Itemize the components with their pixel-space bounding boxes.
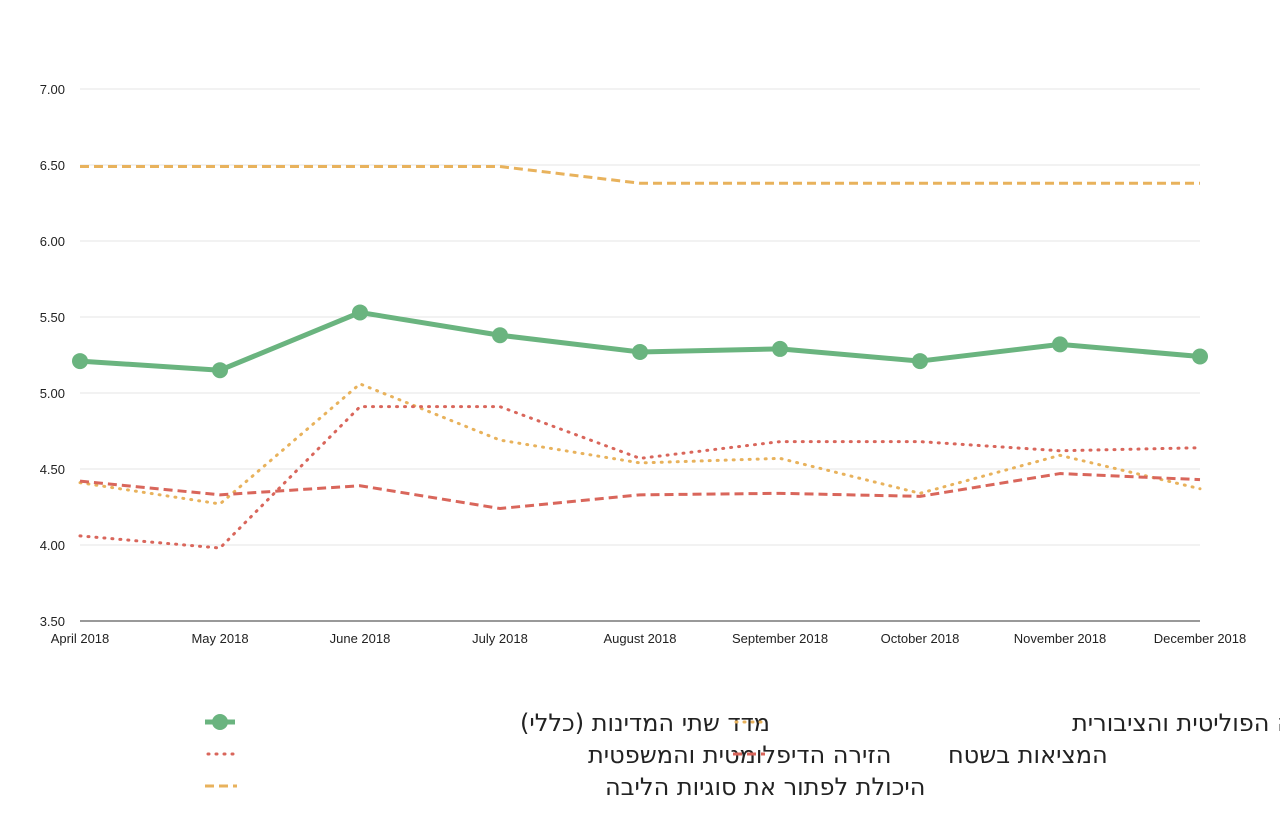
series-2 bbox=[78, 405, 1202, 550]
legend-item: המציאות בשטח bbox=[733, 741, 1108, 769]
data-point bbox=[212, 362, 228, 379]
y-tick-label: 5.00 bbox=[40, 386, 65, 401]
x-tick-label: July 2018 bbox=[472, 631, 528, 646]
legend-label: הזירה הפוליטית והציבורית bbox=[1072, 709, 1280, 737]
series-3 bbox=[79, 472, 1201, 511]
x-tick-label: August 2018 bbox=[603, 631, 676, 646]
legend-item: הזירה הפוליטית והציבורית bbox=[734, 709, 1280, 737]
y-tick-label: 5.50 bbox=[40, 310, 65, 325]
legend-item: היכולת לפתור את סוגיות הליבה bbox=[205, 773, 925, 801]
data-point bbox=[352, 304, 368, 321]
gridlines bbox=[80, 88, 1200, 546]
data-point bbox=[492, 327, 508, 344]
data-point bbox=[772, 340, 788, 357]
x-axis-tick-labels: April 2018 May 2018 June 2018 July 2018 Augu… bbox=[51, 631, 1247, 646]
series-line bbox=[78, 382, 1202, 506]
x-tick-label: December 2018 bbox=[1154, 631, 1247, 646]
series-1 bbox=[78, 382, 1202, 506]
data-point bbox=[632, 343, 648, 360]
x-tick-label: November 2018 bbox=[1014, 631, 1107, 646]
series-line bbox=[79, 472, 1201, 511]
x-tick-label: April 2018 bbox=[51, 631, 110, 646]
x-tick-label: October 2018 bbox=[881, 631, 960, 646]
legend-item: הזירה הדיפלומטית והמשפטית bbox=[206, 741, 891, 769]
data-point bbox=[1192, 348, 1208, 365]
data-point bbox=[1052, 336, 1068, 353]
series-lines bbox=[72, 165, 1208, 550]
y-axis-tick-labels: 3.50 4.00 4.50 5.00 5.50 6.00 6.50 7.00 bbox=[40, 82, 65, 629]
legend-item: מדד שתי המדינות (כללי) bbox=[205, 709, 770, 737]
legend: מדד שתי המדינות (כללי) הזירה הפוליטית והצ… bbox=[205, 709, 1280, 801]
legend-label: המציאות בשטח bbox=[948, 741, 1108, 769]
x-tick-label: June 2018 bbox=[330, 631, 391, 646]
x-tick-label: May 2018 bbox=[191, 631, 248, 646]
y-tick-label: 4.00 bbox=[40, 538, 65, 553]
legend-label: היכולת לפתור את סוגיות הליבה bbox=[605, 773, 925, 801]
series-line bbox=[80, 165, 1200, 185]
y-tick-label: 3.50 bbox=[40, 614, 65, 629]
y-tick-label: 7.00 bbox=[40, 82, 65, 97]
series-4 bbox=[80, 165, 1200, 185]
data-point bbox=[912, 353, 928, 370]
data-point bbox=[72, 353, 88, 370]
series-line bbox=[78, 405, 1202, 550]
series-0 bbox=[72, 304, 1208, 379]
x-tick-label: September 2018 bbox=[732, 631, 828, 646]
y-tick-label: 6.00 bbox=[40, 234, 65, 249]
legend-symbol bbox=[205, 714, 235, 730]
legend-label: מדד שתי המדינות (כללי) bbox=[520, 709, 770, 737]
series-line bbox=[77, 309, 1203, 373]
y-tick-label: 6.50 bbox=[40, 158, 65, 173]
y-tick-label: 4.50 bbox=[40, 462, 65, 477]
